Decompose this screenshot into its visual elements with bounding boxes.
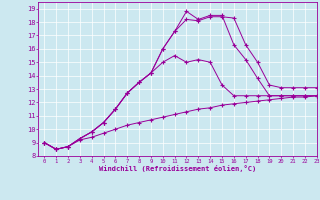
X-axis label: Windchill (Refroidissement éolien,°C): Windchill (Refroidissement éolien,°C)	[99, 165, 256, 172]
